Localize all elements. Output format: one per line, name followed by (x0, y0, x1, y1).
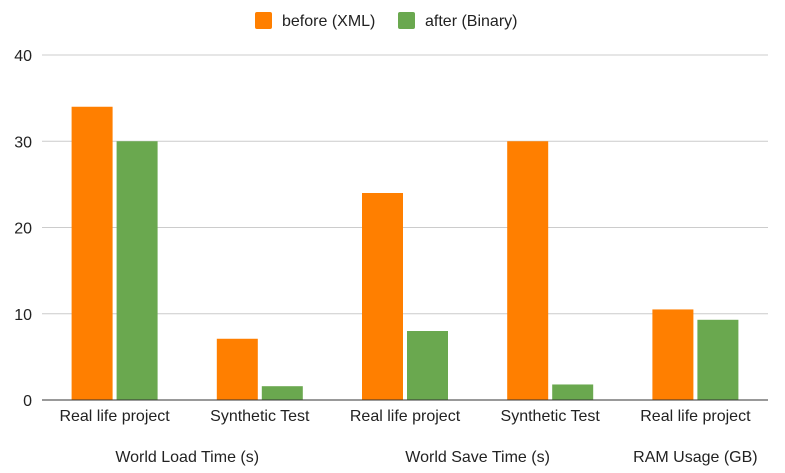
bar-after-0 (116, 141, 158, 400)
legend-label-before: before (XML) (282, 13, 375, 30)
legend-swatch-before (255, 12, 272, 29)
bar-before-2 (362, 193, 403, 400)
bar-after-3 (552, 384, 594, 400)
legend: before (XML) after (Binary) (255, 12, 517, 30)
y-tick-label: 20 (14, 221, 32, 238)
bar-after-2 (407, 331, 448, 400)
category-labels: Real life project Synthetic Test Real life… (59, 408, 751, 425)
legend-label-after: after (Binary) (425, 13, 517, 30)
bar-before-0 (71, 106, 113, 400)
category-label: Synthetic Test (501, 408, 601, 425)
category-label: Real life project (350, 408, 461, 425)
grid-lines (42, 54, 768, 315)
category-label: Real life project (59, 408, 170, 425)
y-tick-label: 30 (14, 134, 32, 151)
bars (71, 106, 739, 400)
y-tick-label: 10 (14, 307, 32, 324)
bar-before-4 (652, 309, 694, 400)
group-label: RAM Usage (GB) (633, 449, 757, 466)
group-labels: World Load Time (s) World Save Time (s) RA… (115, 449, 757, 466)
bar-before-3 (507, 141, 549, 400)
bar-after-1 (261, 386, 303, 400)
category-label: Real life project (640, 408, 751, 425)
bar-before-1 (216, 338, 258, 400)
y-axis-ticks: 0 10 20 30 40 (14, 48, 32, 410)
legend-swatch-after (398, 12, 415, 29)
group-label: World Load Time (s) (115, 449, 259, 466)
category-label: Synthetic Test (210, 408, 310, 425)
group-label: World Save Time (s) (405, 449, 550, 466)
y-tick-label: 0 (23, 393, 32, 410)
y-tick-label: 40 (14, 48, 32, 65)
bar-after-4 (697, 319, 739, 400)
